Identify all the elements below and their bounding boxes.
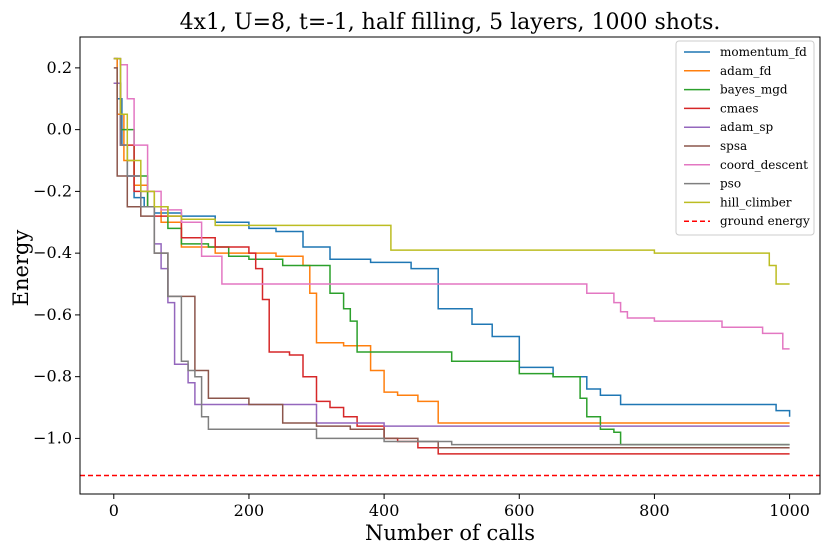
x-tick-label: 400	[369, 501, 400, 520]
y-tick-label: 0.2	[47, 58, 72, 77]
legend-label-bayes-mgd: bayes_mgd	[720, 83, 788, 97]
series-line-spsa	[113, 67, 790, 449]
plot-area	[80, 57, 820, 477]
series-line-momentum-fd	[113, 57, 791, 417]
legend-label-adam-fd: adam_fd	[720, 64, 772, 78]
series-line-hill-climber	[113, 57, 790, 285]
series-line-pso	[113, 57, 790, 446]
y-tick-label: 0.0	[47, 120, 72, 139]
y-tick-label: −1.0	[33, 428, 72, 447]
y-axis-ticks: 0.2 0.0 −0.2 −0.4 −0.6 −0.8 −1.0	[33, 58, 80, 447]
y-axis-label: Energy	[9, 230, 33, 307]
legend-label-adam-sp: adam_sp	[720, 120, 774, 134]
legend-label-hill-climber: hill_climber	[720, 195, 792, 209]
y-tick-label: −0.4	[33, 243, 72, 262]
legend-label-cmaes: cmaes	[720, 101, 759, 115]
series-line-coord-descent	[113, 57, 790, 350]
legend-box	[675, 40, 815, 236]
x-axis-ticks: 0 200 400 600 800 1000	[109, 494, 810, 520]
plot-frame	[79, 36, 821, 495]
legend-label-coord-descent: coord_descent	[720, 158, 808, 172]
legend-label-spsa: spsa	[720, 139, 747, 153]
x-tick-label: 1000	[769, 501, 810, 520]
x-tick-label: 800	[639, 501, 670, 520]
x-tick-label: 0	[109, 501, 119, 520]
chart-title: 4x1, U=8, t=-1, half filling, 5 layers, …	[180, 10, 721, 35]
y-tick-label: −0.6	[33, 305, 72, 324]
x-tick-label: 200	[234, 501, 265, 520]
x-axis-label: Number of calls	[365, 521, 535, 545]
series-line-bayes-mgd	[113, 82, 790, 446]
y-tick-label: −0.8	[33, 367, 72, 386]
y-tick-label: −0.2	[33, 181, 72, 200]
legend-label-momentum-fd: momentum_fd	[720, 45, 807, 59]
legend-label-ground-energy: ground energy	[720, 214, 810, 228]
x-tick-label: 600	[504, 501, 535, 520]
legend-label-pso: pso	[720, 177, 741, 191]
